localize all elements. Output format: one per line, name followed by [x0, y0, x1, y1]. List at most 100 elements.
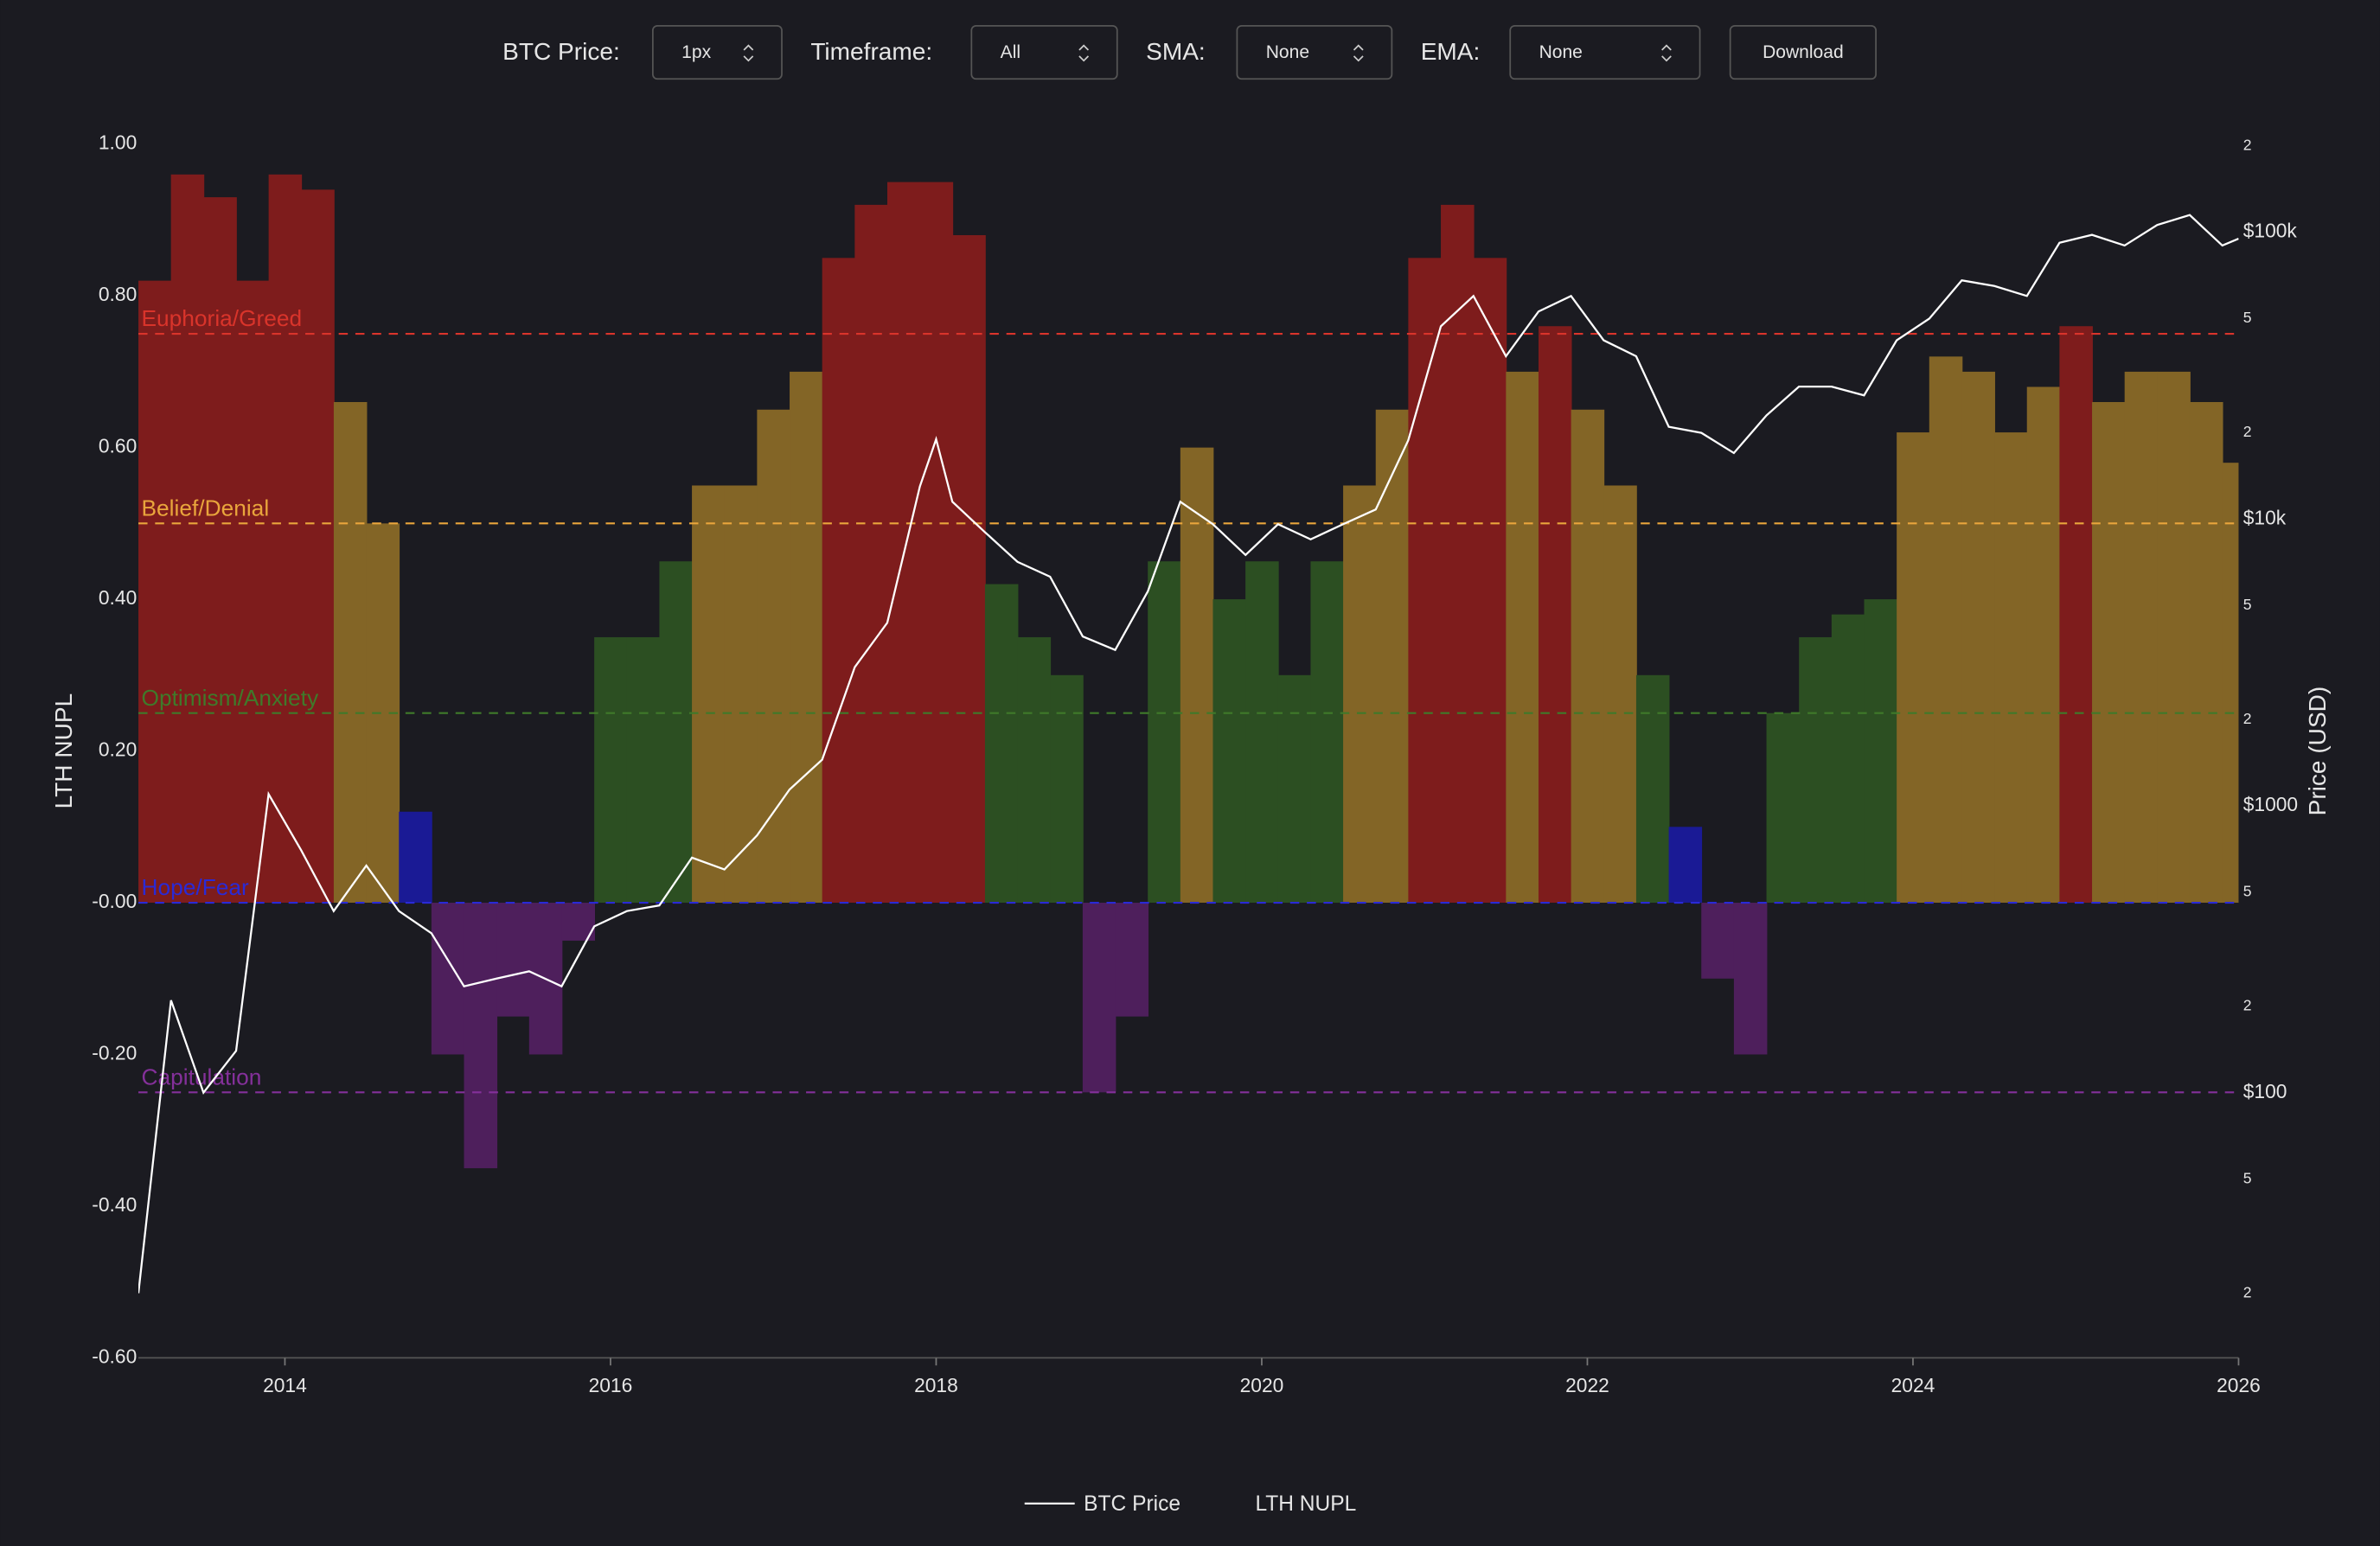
nupl-bar — [724, 485, 758, 904]
select-value[interactable]: All — [1001, 42, 1020, 62]
x-tick-label: 2022 — [1565, 1374, 1609, 1396]
nupl-bar — [1050, 674, 1084, 904]
nupl-bar — [1115, 903, 1149, 1017]
select-box[interactable] — [651, 24, 783, 80]
nupl-bar — [2222, 463, 2239, 904]
btc-price-line — [138, 214, 2239, 1294]
legend-label[interactable]: LTH NUPL — [1255, 1492, 1356, 1516]
nupl-bar — [2026, 386, 2061, 904]
y2-tick-label: $10k — [2243, 506, 2287, 528]
chevron[interactable] — [1078, 44, 1090, 62]
y-tick-label: -0.40 — [92, 1193, 137, 1216]
button-box[interactable] — [1729, 24, 1877, 80]
y2-tick-label: 2 — [2243, 136, 2252, 153]
legend: BTC Price LTH NUPL — [1024, 1492, 1356, 1516]
nupl-bar — [1375, 409, 1410, 904]
zone-label: Euphoria/Greed — [142, 305, 303, 331]
nupl-bar — [1017, 636, 1052, 904]
x-tick-label: 2014 — [263, 1374, 307, 1396]
nupl-bar — [1929, 356, 1963, 904]
zone-label: Optimism/Anxiety — [142, 685, 319, 711]
nupl-bar — [1897, 432, 1930, 904]
nupl-bar — [1473, 258, 1507, 904]
select-box[interactable] — [1509, 24, 1701, 80]
y2-tick-label: 2 — [2243, 423, 2252, 440]
select-box[interactable] — [970, 24, 1118, 80]
select-value[interactable]: 1px — [681, 42, 711, 62]
y2-tick-label: 5 — [2243, 1169, 2252, 1186]
nupl-bar — [1733, 903, 1768, 1055]
x-tick-label: 2016 — [589, 1374, 633, 1396]
x-tick-label: 2018 — [914, 1374, 958, 1396]
nupl-bar — [203, 197, 237, 904]
nupl-bar — [464, 903, 498, 1169]
nupl-bar — [2124, 371, 2159, 904]
nupl-bar — [2059, 326, 2093, 904]
y2-tick-label: 5 — [2243, 883, 2252, 900]
nupl-bar — [1831, 614, 1865, 904]
nupl-bar — [886, 182, 921, 904]
y2-tick-label: $1000 — [2243, 793, 2298, 815]
y-tick-label: 0.80 — [99, 283, 137, 305]
nupl-bar — [1277, 674, 1312, 904]
nupl-bar — [1538, 326, 1572, 904]
button-label[interactable]: Download — [1763, 42, 1844, 62]
select[interactable]: None — [1509, 24, 1701, 80]
nupl-bar — [138, 280, 172, 904]
select[interactable]: All — [970, 24, 1118, 80]
nupl-bar — [1864, 599, 1898, 904]
nupl-area — [138, 174, 2239, 1169]
nupl-bar — [1506, 371, 1539, 904]
y-tick-label: -0.20 — [92, 1042, 137, 1064]
nupl-bar — [496, 903, 530, 1017]
nupl-bar — [822, 258, 856, 904]
control-label: BTC Price: — [502, 38, 620, 65]
nupl-bar — [235, 280, 270, 904]
y2-tick-label: 5 — [2243, 309, 2252, 326]
select-value[interactable]: None — [1539, 42, 1583, 62]
select[interactable]: None — [1236, 24, 1393, 80]
nupl-bar — [692, 485, 726, 904]
y2-axis-label: Price (USD) — [2304, 687, 2331, 816]
chevron[interactable] — [743, 44, 754, 62]
nupl-bar — [1961, 371, 1995, 904]
y2-tick-label: $100 — [2243, 1080, 2287, 1102]
x-tick-label: 2020 — [1240, 1374, 1284, 1396]
y-tick-label: -0.00 — [92, 890, 137, 912]
nupl-bar — [1994, 432, 2028, 904]
nupl-bar — [594, 636, 628, 904]
nupl-bar — [301, 189, 335, 904]
y-tick-label: 0.60 — [99, 435, 137, 457]
nupl-bar — [1408, 258, 1442, 904]
nupl-bar — [1343, 485, 1377, 904]
nupl-bar — [659, 561, 693, 904]
y-tick-label: 0.40 — [99, 586, 137, 609]
select-value[interactable]: None — [1266, 42, 1309, 62]
chevron[interactable] — [1353, 44, 1364, 62]
nupl-bar — [2157, 371, 2191, 904]
control-label: EMA: — [1421, 38, 1481, 65]
nupl-bar — [1180, 447, 1214, 904]
select[interactable]: 1px — [651, 24, 783, 80]
nupl-bar — [333, 401, 368, 904]
nupl-bar — [1799, 636, 1833, 904]
nupl-bar — [1635, 674, 1670, 904]
control-label: SMA: — [1146, 38, 1206, 65]
zone-label: Belief/Denial — [142, 495, 270, 521]
nupl-bar — [1212, 599, 1247, 904]
nupl-bar — [626, 636, 661, 904]
nupl-bar — [1082, 903, 1116, 1093]
price-line — [138, 214, 2239, 1294]
legend-label[interactable]: BTC Price — [1084, 1492, 1180, 1516]
nupl-bar — [984, 584, 1019, 904]
y2-tick-label: 5 — [2243, 596, 2252, 613]
select-box[interactable] — [1236, 24, 1393, 80]
nupl-bar — [1668, 827, 1703, 904]
nupl-bar — [1148, 561, 1181, 904]
nupl-bar — [1701, 903, 1735, 979]
chevron[interactable] — [1661, 44, 1672, 62]
download-button[interactable]: Download — [1729, 24, 1877, 80]
control-label: Timeframe: — [810, 38, 932, 65]
nupl-bar — [170, 174, 205, 904]
